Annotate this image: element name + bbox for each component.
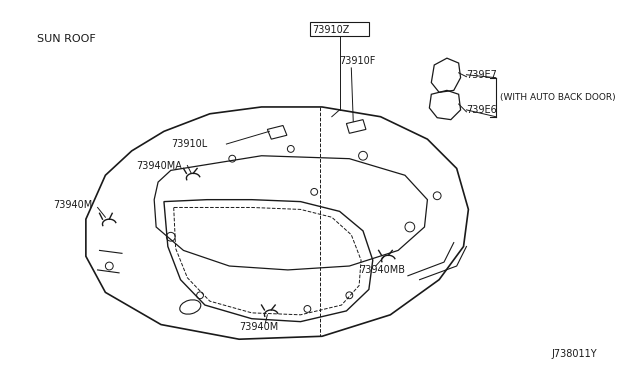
Text: 739E6: 739E6	[467, 105, 497, 115]
Text: (WITH AUTO BACK DOOR): (WITH AUTO BACK DOOR)	[500, 93, 615, 102]
Text: 73940M: 73940M	[54, 199, 93, 209]
Text: 739E7: 739E7	[467, 70, 497, 80]
Text: 73910L: 73910L	[171, 139, 207, 149]
Text: J738011Y: J738011Y	[551, 349, 597, 359]
Text: 73940MB: 73940MB	[359, 265, 405, 275]
Text: 73940M: 73940M	[239, 321, 278, 331]
Text: SUN ROOF: SUN ROOF	[37, 33, 96, 44]
Text: 73910F: 73910F	[340, 56, 376, 66]
Text: 73910Z: 73910Z	[312, 25, 349, 35]
Bar	[310, 22, 369, 36]
Text: 73940MA: 73940MA	[136, 160, 182, 170]
